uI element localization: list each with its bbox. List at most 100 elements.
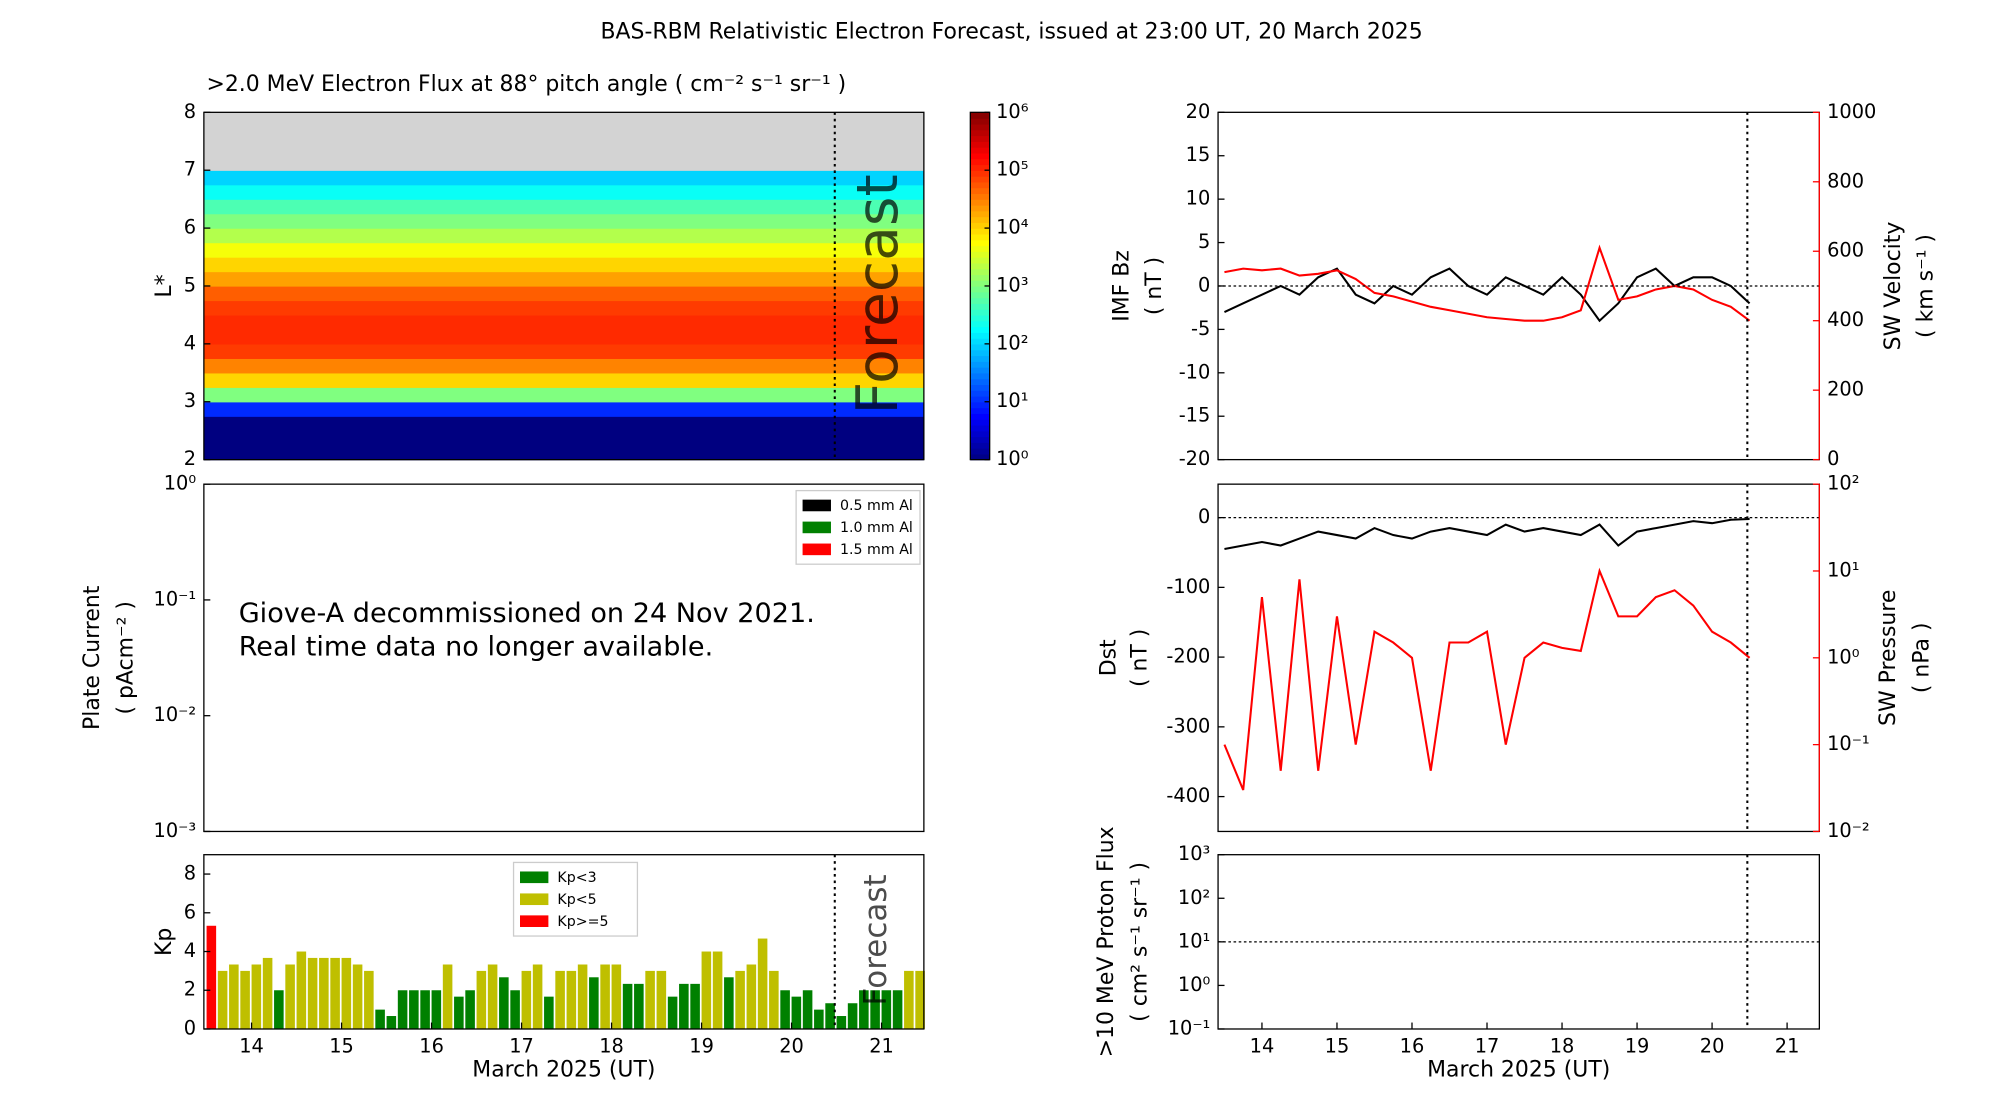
y2-tick-label: 200: [1827, 378, 1864, 401]
y2-tick-label: 0: [1827, 447, 1839, 470]
kp-bar: [645, 970, 655, 1029]
flux-band: [203, 285, 924, 302]
kp-bar: [836, 1016, 847, 1029]
kp-bar: [465, 990, 475, 1029]
kp-bar: [712, 951, 723, 1029]
colorbar-tick-label: 10⁴: [996, 216, 1029, 239]
forecast-annotation: Forecast: [858, 874, 894, 1005]
y-tick-label: 10⁰: [164, 472, 197, 495]
y-tick-label: 4: [184, 939, 196, 962]
legend-label: Kp>=5: [557, 914, 608, 930]
kp-bar: [589, 977, 599, 1029]
y-tick-label: 6: [184, 900, 196, 923]
legend-swatch: [520, 915, 549, 927]
axes-frame: [203, 483, 925, 833]
y-tick-label: 2: [184, 978, 196, 1001]
colorbar-step: [970, 228, 990, 235]
colorbar-step: [970, 453, 990, 461]
x-axis-label: March 2025 (UT): [472, 1057, 655, 1082]
colorbar-step: [970, 355, 990, 362]
kp-bar: [555, 970, 565, 1029]
kp-bar: [499, 977, 509, 1029]
colorbar-step: [970, 274, 990, 281]
flux-band: [203, 184, 924, 200]
colorbar-step: [970, 349, 990, 357]
kp-bar: [600, 964, 610, 1029]
kp-bar: [296, 951, 307, 1029]
colorbar-step: [970, 175, 990, 183]
y2-tick-label: 800: [1827, 169, 1864, 192]
x-tick-label: 18: [599, 1035, 624, 1058]
kp-bar: [735, 970, 745, 1029]
colorbar-step: [970, 407, 990, 414]
colorbar-step: [970, 170, 990, 177]
colorbar-step: [970, 216, 990, 223]
colorbar-step: [970, 233, 990, 241]
kp-bar: [690, 983, 700, 1029]
kp-bar: [386, 1016, 397, 1029]
y-axis-label: ( pAcm⁻² ): [113, 601, 138, 714]
y-tick-label: 10³: [1178, 842, 1210, 865]
flux-band: [203, 416, 924, 432]
colorbar-tick-label: 10⁰: [996, 447, 1029, 470]
legend-label: Kp<5: [557, 892, 596, 908]
y2-axis-label: ( nPa ): [1910, 622, 1935, 693]
x-tick-label: 19: [1625, 1035, 1650, 1058]
kp-bar: [274, 990, 284, 1029]
no-data-band: [203, 155, 924, 171]
kp-bar: [487, 964, 498, 1029]
no-data-band: [203, 112, 924, 128]
colorbar-step: [970, 419, 990, 426]
colorbar-step: [970, 320, 990, 328]
colorbar-step: [970, 338, 990, 345]
y-tick-label: 10⁰: [1178, 973, 1211, 996]
kp-bar: [915, 970, 925, 1029]
flux-band: [203, 445, 924, 461]
kp-bar: [420, 990, 430, 1029]
colorbar-step: [970, 222, 990, 229]
y-tick-label: 10⁻¹: [154, 587, 197, 610]
x-tick-label: 20: [779, 1035, 804, 1058]
kp-bar: [746, 964, 757, 1029]
y-axis-label: Kp: [152, 928, 177, 956]
y-axis-label: ( cm² s⁻¹ sr⁻¹ ): [1128, 862, 1153, 1022]
y-tick-label: 0: [1198, 273, 1210, 296]
colorbar-step: [970, 239, 990, 247]
y2-axis-label: ( km s⁻¹ ): [1913, 234, 1938, 338]
kp-bar: [454, 996, 464, 1029]
legend-swatch: [802, 521, 831, 534]
colorbar-step: [970, 297, 990, 304]
kp-bar: [341, 957, 352, 1029]
kp-bar: [757, 938, 768, 1029]
kp-bar: [532, 964, 543, 1029]
colorbar-step: [970, 112, 990, 119]
colorbar-step: [970, 430, 990, 438]
kp-bar: [859, 990, 869, 1029]
kp-bar: [442, 964, 453, 1029]
x-tick-label: 15: [1325, 1035, 1350, 1058]
colorbar-step: [970, 378, 990, 386]
legend-swatch: [520, 871, 549, 884]
flux-band: [203, 170, 924, 186]
y-tick-label: 10⁻¹: [1168, 1016, 1211, 1039]
colorbar-step: [970, 245, 990, 252]
kp-bar: [780, 990, 790, 1029]
y-tick-label: -10: [1179, 360, 1211, 383]
kp-bar: [206, 925, 217, 1029]
colorbar-step: [970, 135, 990, 142]
kp-bar: [521, 970, 532, 1029]
y-tick-label: -400: [1166, 784, 1210, 807]
y-tick-label: -20: [1179, 447, 1211, 470]
kp-bar: [431, 990, 442, 1029]
flux-band: [203, 343, 924, 359]
annotation: Giove-A decommissioned on 24 Nov 2021.: [239, 598, 815, 629]
colorbar-step: [970, 210, 990, 218]
colorbar-step: [970, 285, 990, 293]
y-axis-label: L*: [152, 274, 177, 297]
kp-bar: [307, 957, 318, 1029]
forecast-annotation: Forecast: [845, 174, 911, 414]
kp-bar: [667, 996, 678, 1029]
colorbar-step: [970, 395, 990, 403]
kp-bar: [397, 990, 408, 1029]
colorbar-step: [970, 268, 990, 276]
